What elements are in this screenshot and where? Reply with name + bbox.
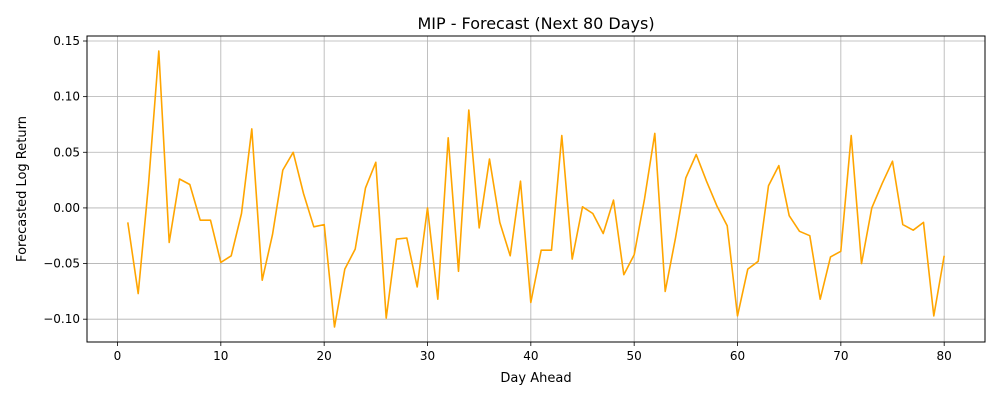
x-tick-label: 70 [833, 349, 848, 363]
y-axis-ticks: −0.10 −0.05 0.00 0.05 0.10 0.15 [43, 34, 87, 326]
x-tick-label: 30 [420, 349, 435, 363]
series-line [127, 50, 945, 328]
x-tick-label: 80 [937, 349, 952, 363]
x-tick-label: 50 [627, 349, 642, 363]
series-layer [127, 50, 945, 328]
x-tick-label: 60 [730, 349, 745, 363]
x-tick-label: 0 [114, 349, 122, 363]
y-tick-label: −0.10 [43, 312, 80, 326]
y-tick-label: 0.00 [53, 201, 80, 215]
y-tick-label: 0.15 [53, 34, 80, 48]
chart-title: MIP - Forecast (Next 80 Days) [417, 14, 654, 33]
x-tick-label: 20 [317, 349, 332, 363]
x-axis-ticks: 0 10 20 30 40 50 60 70 80 [114, 342, 952, 363]
y-tick-label: −0.05 [43, 257, 80, 271]
x-tick-label: 40 [523, 349, 538, 363]
x-axis-label: Day Ahead [500, 371, 571, 386]
y-tick-label: 0.05 [53, 145, 80, 159]
y-axis-label: Forecasted Log Return [15, 116, 30, 262]
plot-frame [86, 35, 986, 343]
grid [87, 36, 985, 342]
x-tick-label: 10 [213, 349, 228, 363]
y-tick-label: 0.10 [53, 90, 80, 104]
